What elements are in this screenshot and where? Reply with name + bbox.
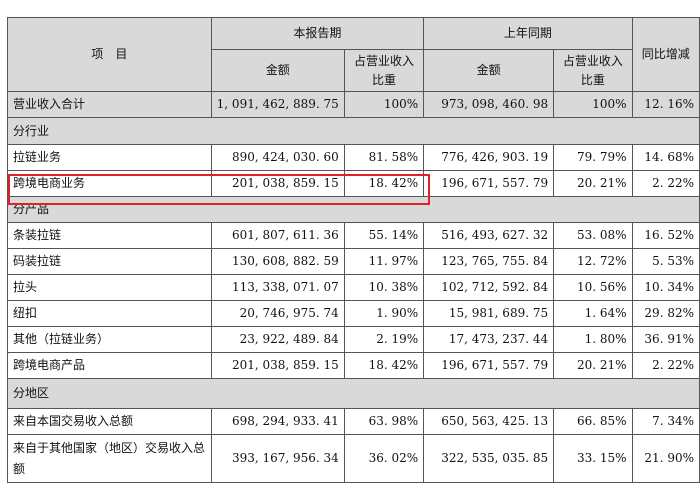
cur-amount: 1, 091, 462, 889. 75 [210,91,345,118]
row-label: 跨境电商产品 [7,352,212,379]
table-row: 来自于其他国家（地区）交易收入总额 393, 167, 956. 34 36. … [7,434,700,483]
table-row: 拉链业务 890, 424, 030. 60 81. 58% 776, 426,… [7,144,700,171]
header-prev-share: 占营业收入比重 [553,49,633,92]
cur-share: 1. 90% [343,300,425,327]
prev-amount: 17, 473, 237. 44 [423,326,555,353]
prev-amount: 776, 426, 903. 19 [423,144,555,171]
header-cur-amount: 金额 [210,49,345,92]
prev-share: 20. 21% [553,170,633,197]
cur-share: 2. 19% [343,326,425,353]
table-row: 码装拉链 130, 608, 882. 59 11. 97% 123, 765,… [7,248,700,275]
cur-share: 11. 97% [343,248,425,275]
prev-amount: 15, 981, 689. 75 [423,300,555,327]
yoy-change: 21. 90% [631,434,700,483]
prev-amount: 322, 535, 035. 85 [423,434,555,483]
row-label: 其他（拉链业务） [7,326,212,353]
prev-amount: 516, 493, 627. 32 [423,222,555,249]
prev-amount: 196, 671, 557. 79 [423,352,555,379]
prev-share: 20. 21% [553,352,633,379]
header-yoy-change: 同比增减 [631,17,700,92]
section-header-industry: 分行业 [7,117,700,145]
cur-amount: 23, 922, 489. 84 [210,326,345,353]
row-label: 拉链业务 [7,144,212,171]
prev-share: 79. 79% [553,144,633,171]
section-header-product: 分产品 [7,196,700,223]
prev-amount: 650, 563, 425. 13 [423,408,555,435]
prev-amount: 123, 765, 755. 84 [423,248,555,275]
row-label: 营业收入合计 [7,91,212,118]
prev-amount: 102, 712, 592. 84 [423,274,555,301]
row-label: 来自于其他国家（地区）交易收入总额 [7,434,212,483]
header-prior-period: 上年同期 [423,17,633,50]
yoy-change: 12. 16% [631,91,700,118]
yoy-change: 14. 68% [631,144,700,171]
prev-share: 1. 80% [553,326,633,353]
table-row-total: 营业收入合计 1, 091, 462, 889. 75 100% 973, 09… [7,91,700,118]
cur-share: 10. 38% [343,274,425,301]
table-row: 拉头 113, 338, 071. 07 10. 38% 102, 712, 5… [7,274,700,301]
cur-amount: 698, 294, 933. 41 [210,408,345,435]
prev-share: 66. 85% [553,408,633,435]
cur-share: 18. 42% [343,170,425,197]
cur-amount: 20, 746, 975. 74 [210,300,345,327]
table-row: 条装拉链 601, 807, 611. 36 55. 14% 516, 493,… [7,222,700,249]
yoy-change: 36. 91% [631,326,700,353]
section-title: 分产品 [7,196,700,223]
cur-share: 63. 98% [343,408,425,435]
row-label: 码装拉链 [7,248,212,275]
cur-share: 100% [343,91,425,118]
cur-amount: 130, 608, 882. 59 [210,248,345,275]
cur-amount: 113, 338, 071. 07 [210,274,345,301]
header-prev-amount: 金额 [423,49,555,92]
cur-share: 18. 42% [343,352,425,379]
header-cur-share: 占营业收入比重 [343,49,425,92]
cur-amount: 393, 167, 956. 34 [210,434,345,483]
revenue-breakdown-table: 项 目 本报告期 上年同期 同比增减 金额 占营业收入比重 金额 占营业收入比重… [7,17,700,483]
yoy-change: 16. 52% [631,222,700,249]
yoy-change: 10. 34% [631,274,700,301]
cur-amount: 890, 424, 030. 60 [210,144,345,171]
cur-amount: 201, 038, 859. 15 [210,352,345,379]
prev-share: 10. 56% [553,274,633,301]
prev-share: 12. 72% [553,248,633,275]
table-row: 其他（拉链业务） 23, 922, 489. 84 2. 19% 17, 473… [7,326,700,353]
yoy-change: 29. 82% [631,300,700,327]
section-title: 分行业 [7,117,700,145]
table-row: 跨境电商业务 201, 038, 859. 15 18. 42% 196, 67… [7,170,700,197]
prev-share: 33. 15% [553,434,633,483]
table-row: 纽扣 20, 746, 975. 74 1. 90% 15, 981, 689.… [7,300,700,327]
cur-amount: 201, 038, 859. 15 [210,170,345,197]
table-row: 来自本国交易收入总额 698, 294, 933. 41 63. 98% 650… [7,408,700,435]
cur-amount: 601, 807, 611. 36 [210,222,345,249]
prev-share: 53. 08% [553,222,633,249]
row-label: 拉头 [7,274,212,301]
table-row: 跨境电商产品 201, 038, 859. 15 18. 42% 196, 67… [7,352,700,379]
cur-share: 36. 02% [343,434,425,483]
prev-amount: 196, 671, 557. 79 [423,170,555,197]
section-title: 分地区 [7,378,700,409]
cur-share: 55. 14% [343,222,425,249]
row-label: 纽扣 [7,300,212,327]
section-header-region: 分地区 [7,378,700,409]
yoy-change: 2. 22% [631,170,700,197]
cur-share: 81. 58% [343,144,425,171]
header-current-period: 本报告期 [210,17,425,50]
row-label: 跨境电商业务 [7,170,212,197]
prev-amount: 973, 098, 460. 98 [423,91,555,118]
yoy-change: 2. 22% [631,352,700,379]
prev-share: 1. 64% [553,300,633,327]
prev-share: 100% [553,91,633,118]
row-label: 来自本国交易收入总额 [7,408,212,435]
row-label: 条装拉链 [7,222,212,249]
header-item: 项 目 [7,17,212,92]
yoy-change: 5. 53% [631,248,700,275]
yoy-change: 7. 34% [631,408,700,435]
